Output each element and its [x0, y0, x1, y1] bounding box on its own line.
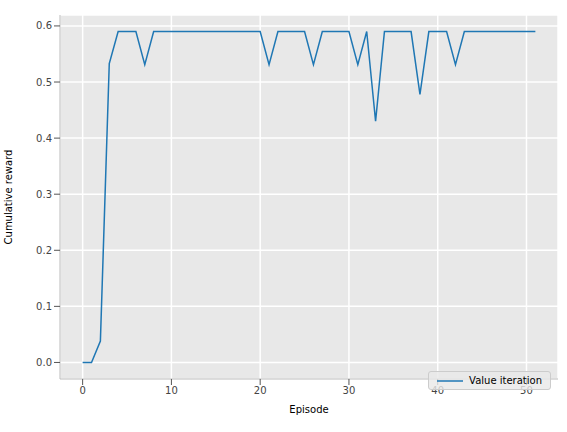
svg-text:Cumulative reward: Cumulative reward [8, 150, 14, 245]
svg-text:0.5: 0.5 [36, 77, 52, 88]
svg-text:Episode: Episode [289, 404, 328, 415]
svg-text:0.3: 0.3 [36, 189, 52, 200]
svg-text:30: 30 [343, 385, 356, 396]
html-text:Value iteration: Value iteration [469, 375, 542, 386]
svg-text:0.1: 0.1 [36, 301, 52, 312]
svg-text:0.6: 0.6 [36, 20, 52, 31]
svg-text:50: 50 [520, 385, 533, 396]
svg-text:40: 40 [431, 385, 444, 396]
svg-text:0: 0 [79, 385, 85, 396]
svg-text:0.4: 0.4 [36, 133, 52, 144]
svg-text:0.2: 0.2 [36, 245, 52, 256]
svg-text:0.0: 0.0 [36, 357, 52, 368]
svg-text:20: 20 [254, 385, 267, 396]
svg-text:10: 10 [165, 385, 178, 396]
